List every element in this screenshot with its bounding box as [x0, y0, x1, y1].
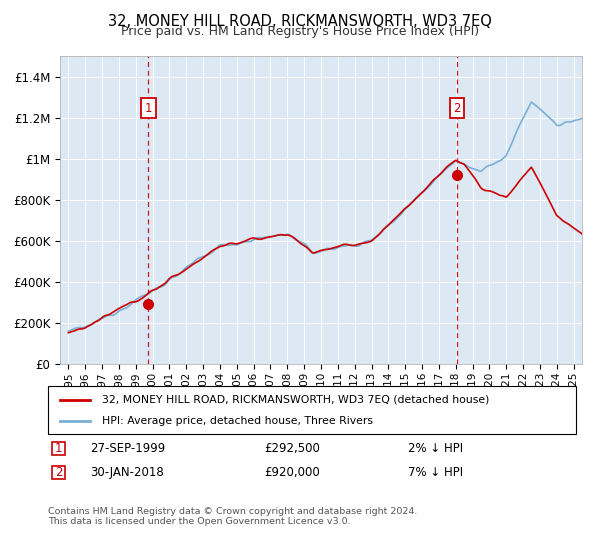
Text: 2: 2 — [55, 466, 62, 479]
Text: Contains HM Land Registry data © Crown copyright and database right 2024.
This d: Contains HM Land Registry data © Crown c… — [48, 507, 418, 526]
Text: 1: 1 — [145, 102, 152, 115]
Text: 30-JAN-2018: 30-JAN-2018 — [90, 466, 164, 479]
Text: 2% ↓ HPI: 2% ↓ HPI — [408, 442, 463, 455]
Text: 2: 2 — [454, 102, 461, 115]
Text: 32, MONEY HILL ROAD, RICKMANSWORTH, WD3 7EQ (detached house): 32, MONEY HILL ROAD, RICKMANSWORTH, WD3 … — [102, 395, 490, 405]
Text: £292,500: £292,500 — [264, 442, 320, 455]
Text: £920,000: £920,000 — [264, 466, 320, 479]
Text: 32, MONEY HILL ROAD, RICKMANSWORTH, WD3 7EQ: 32, MONEY HILL ROAD, RICKMANSWORTH, WD3 … — [108, 14, 492, 29]
Text: HPI: Average price, detached house, Three Rivers: HPI: Average price, detached house, Thre… — [102, 416, 373, 426]
Text: 27-SEP-1999: 27-SEP-1999 — [90, 442, 165, 455]
Text: 7% ↓ HPI: 7% ↓ HPI — [408, 466, 463, 479]
Text: 1: 1 — [55, 442, 62, 455]
Text: Price paid vs. HM Land Registry's House Price Index (HPI): Price paid vs. HM Land Registry's House … — [121, 25, 479, 38]
